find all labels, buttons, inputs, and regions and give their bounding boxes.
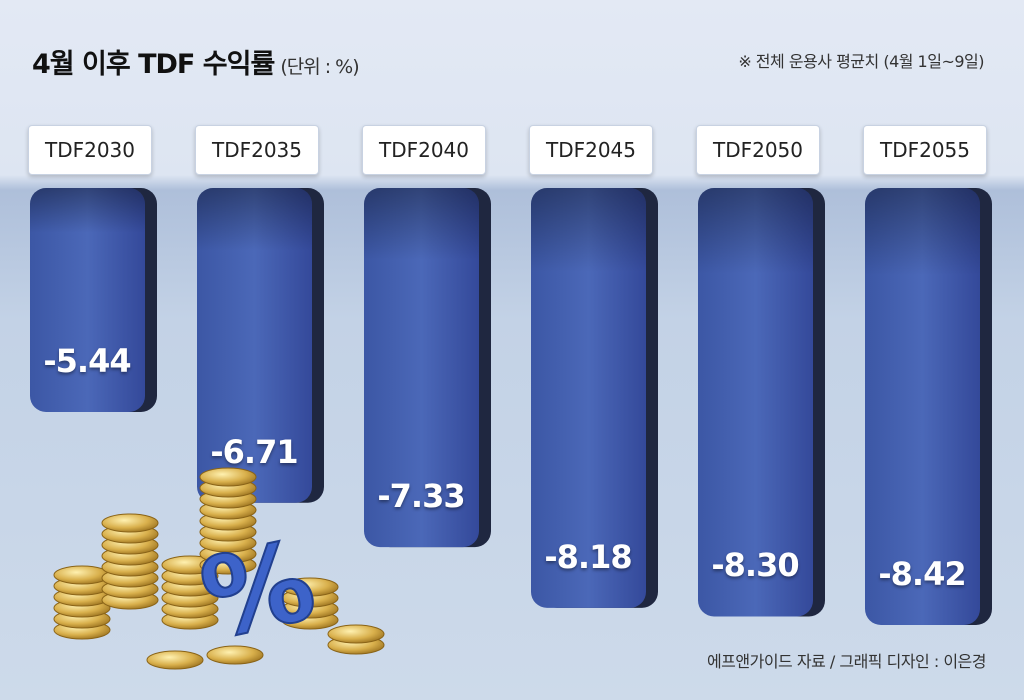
value-label: -6.71 [210, 432, 298, 471]
value-label: -8.42 [878, 555, 966, 594]
chart-title: 4월 이후 TDF 수익률 (단위 : %) [32, 42, 360, 81]
unit-label: (단위 : %) [280, 56, 359, 78]
chart-note: ※ 전체 운용사 평균치 (4월 1일~9일) [738, 52, 984, 71]
category-label: TDF2055 [863, 125, 987, 175]
bar-shade [698, 188, 813, 617]
bar-shade [865, 188, 980, 626]
source-note: 에프앤가이드 자료 / 그래픽 디자인 : 이은경 [706, 652, 987, 671]
category-label: TDF2040 [362, 125, 486, 175]
bar-shade [197, 188, 312, 503]
value-label: -8.18 [544, 537, 632, 576]
coin-icon [199, 467, 257, 487]
bar-shade [531, 188, 646, 608]
percent-icon: % [191, 516, 325, 664]
value-label: -5.44 [43, 341, 131, 380]
coin-icon [206, 645, 264, 665]
coin-icon [146, 650, 204, 670]
bar-shade [364, 188, 479, 548]
category-label: TDF2045 [529, 125, 653, 175]
value-label: -7.33 [377, 477, 465, 516]
coin-icon [101, 513, 159, 533]
coin-icon [281, 577, 339, 597]
value-label: -8.30 [711, 546, 799, 585]
category-label: TDF2030 [28, 125, 152, 175]
category-label: TDF2050 [696, 125, 820, 175]
coin-icon [53, 565, 111, 585]
category-label: TDF2035 [195, 125, 319, 175]
bar-shade [30, 188, 145, 412]
title-text: 4월 이후 TDF 수익률 [32, 49, 275, 80]
coin-icon [327, 624, 385, 644]
